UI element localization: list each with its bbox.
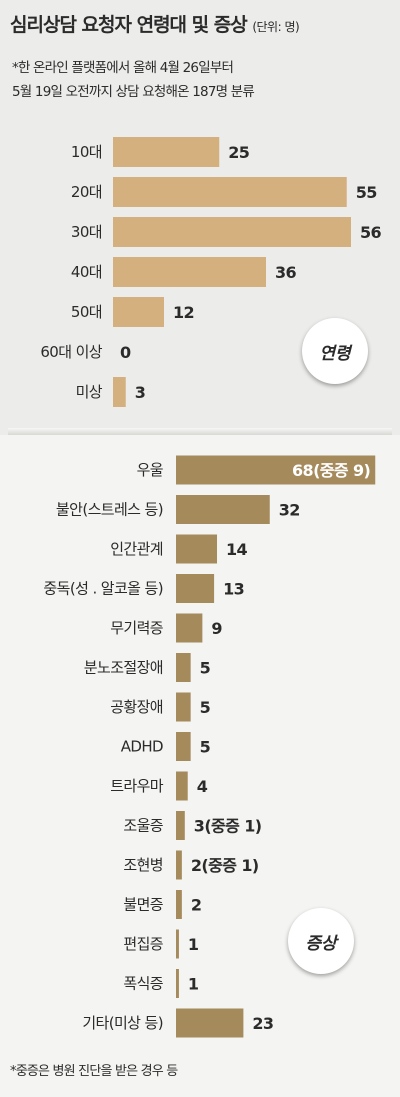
bar — [176, 811, 185, 840]
bar — [176, 732, 191, 761]
category-label: 트라우마 — [110, 777, 164, 795]
category-label: 10대 — [71, 143, 102, 161]
value-label: 2 — [191, 896, 202, 915]
bar — [176, 692, 191, 722]
bar — [176, 969, 179, 998]
footnote: *중증은 병원 진단을 받은 경우 등 — [10, 1064, 178, 1079]
category-label: 50대 — [71, 303, 102, 321]
bar — [113, 137, 220, 167]
value-label: 14 — [226, 540, 248, 559]
value-label: 0 — [120, 343, 131, 362]
value-label: 68(중증 9) — [292, 461, 370, 480]
bar — [176, 495, 270, 524]
bar — [176, 929, 179, 959]
bar — [113, 377, 126, 407]
bar — [176, 613, 203, 643]
category-label: 미상 — [76, 383, 103, 401]
note-line-2: 5월 19일 오전까지 상담 요청해온 187명 분류 — [12, 84, 255, 100]
bar — [176, 455, 376, 485]
category-label: ADHD — [121, 738, 163, 756]
category-label: 불안(스트레스 등) — [56, 501, 163, 519]
age-badge: 연령 — [302, 318, 368, 384]
category-label: 30대 — [71, 223, 102, 241]
bar — [113, 217, 351, 247]
value-label: 1 — [188, 935, 199, 954]
category-label: 조울증 — [123, 817, 163, 835]
value-label: 3 — [135, 383, 146, 402]
section-divider — [8, 428, 392, 435]
category-label: 조현병 — [123, 856, 163, 874]
category-label: 분노조절장애 — [84, 659, 163, 677]
chart-title: 심리상담 요청자 연령대 및 증상 (단위: 명) — [10, 10, 300, 37]
bar — [176, 1008, 244, 1038]
bar — [176, 850, 182, 880]
value-label: 13 — [223, 580, 244, 599]
bar — [176, 890, 182, 919]
value-label: 55 — [356, 183, 378, 202]
value-label: 5 — [200, 738, 211, 757]
value-label: 5 — [200, 698, 211, 717]
category-label: 우울 — [137, 461, 163, 479]
value-label: 25 — [228, 143, 250, 162]
category-label: 폭식증 — [123, 975, 163, 993]
unit-label: (단위: 명) — [252, 20, 300, 34]
category-label: 20대 — [71, 183, 102, 201]
bar — [176, 653, 191, 682]
bar — [176, 534, 218, 564]
value-label: 23 — [252, 1014, 273, 1033]
value-label: 3(중증 1) — [194, 817, 262, 836]
category-label: 40대 — [71, 263, 102, 281]
category-label: 중독(성 . 알코올 등) — [43, 580, 163, 598]
value-label: 4 — [197, 777, 208, 796]
bar — [113, 297, 164, 327]
category-label: 기타(미상 등) — [82, 1014, 163, 1032]
value-label: 36 — [275, 263, 297, 282]
note-line-1: *한 온라인 플랫폼에서 올해 4월 26일부터 — [12, 60, 234, 76]
value-label: 1 — [188, 975, 199, 994]
value-label: 56 — [360, 223, 382, 242]
title-text: 심리상담 요청자 연령대 및 증상 — [10, 14, 248, 36]
category-label: 불면증 — [123, 896, 163, 914]
category-label: 60대 이상 — [40, 343, 102, 361]
category-label: 인간관계 — [110, 540, 163, 558]
bar — [113, 257, 266, 287]
category-label: 공황장애 — [110, 698, 163, 716]
age-chart: 10대 25 20대 55 30대 56 40대 36 50대 12 60대 이상 0 미상 3 — [40, 137, 382, 407]
category-label: 무기력증 — [110, 619, 163, 637]
value-label: 5 — [200, 659, 211, 678]
bar — [176, 771, 188, 801]
category-label: 편집증 — [123, 935, 163, 953]
value-label: 32 — [279, 501, 300, 520]
bar — [176, 574, 215, 603]
value-label: 2(중증 1) — [191, 856, 259, 875]
bar — [113, 177, 347, 207]
value-label: 12 — [173, 303, 194, 322]
symptom-badge: 증상 — [288, 908, 354, 974]
value-label: 9 — [211, 619, 222, 638]
